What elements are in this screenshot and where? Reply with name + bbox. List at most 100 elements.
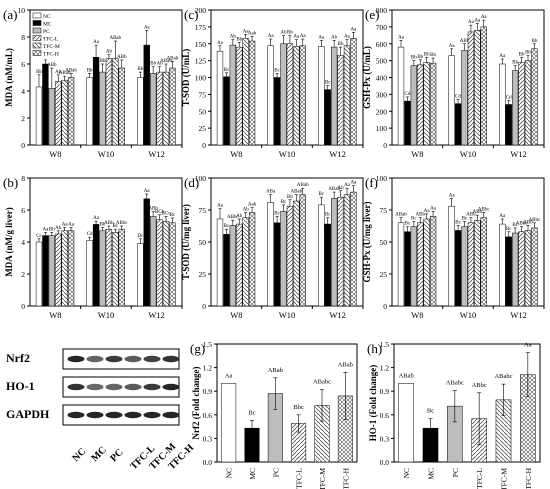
x-tick-label: W12 [510,310,527,320]
y-tick-label: 200 [376,107,388,116]
bar [410,65,417,146]
x-tick-label: W10 [279,149,296,159]
y-tick-label: 175 [195,23,207,32]
bar [293,200,300,307]
data-label: Aa [268,34,275,39]
bar [293,46,300,146]
data-label: Bc [113,224,119,229]
blot-band [67,411,85,419]
bar [324,223,331,307]
data-label: ABab [167,56,179,61]
bar [67,77,75,146]
data-label: Aa [449,193,456,198]
data-label: ABab [59,71,71,76]
data-label: Aa [474,19,481,24]
bar [398,383,414,463]
blot-band [143,355,161,363]
panel-label: (a) [3,7,17,22]
bar [299,194,306,307]
data-label: ABab [109,36,121,41]
data-label: ABbc [529,218,541,223]
x-tick-label: W8 [49,310,61,320]
data-label: Aa [344,183,351,188]
bar [417,64,424,146]
y-tick-label: 0.6 [203,411,213,420]
legend-label: TFC-H [43,52,59,58]
data-label: Bc [281,200,287,205]
y-tick-label: 50 [199,107,207,116]
data-label: Cd [404,92,410,97]
bar [99,230,106,307]
data-label: ABbc [516,222,528,227]
x-tick-label: W8 [49,149,61,159]
x-tick-label: W8 [230,310,242,320]
data-label: Bc [455,220,461,225]
bar [318,46,325,146]
bar [397,46,405,146]
x-tick-label: W12 [329,310,346,320]
data-label: Bc [274,211,280,216]
bar [343,45,351,146]
blot-band [143,383,161,391]
bar [299,45,306,146]
bar [143,198,150,307]
data-label: Bb [49,227,55,232]
y-tick-label: 0 [202,141,206,150]
bar [99,71,106,146]
data-label: Bb [430,53,436,58]
data-label: Bc [319,192,325,197]
bar [156,219,163,307]
data-label: Aab [248,202,257,207]
bar [330,46,338,146]
y-tick-label: 700 [376,23,388,32]
data-label: Bb [100,223,106,228]
panel-label: (c) [184,7,198,22]
bar [397,222,405,307]
y-axis-label: MDA (nM/mL) [4,48,14,107]
y-tick-label: 0 [202,302,206,311]
legend-swatch [32,27,42,34]
data-label: Bb [287,195,293,200]
blot-band [162,355,180,363]
y-tick-label: 8 [21,174,25,183]
data-label: ABb [117,55,127,60]
y-tick-label: 0.3 [380,434,390,443]
y-axis-label: Nrf2 (Fold change) [191,367,201,440]
bar [410,226,417,307]
y-tick-label: 50 [380,238,388,247]
x-tick-label: TFC-H [524,467,533,489]
bar [404,100,411,146]
bar [518,231,525,307]
y-axis-label: MDA (nM/g liver) [4,207,14,276]
y-tick-label: 1.2 [203,364,213,373]
bar [242,38,249,146]
bar [417,222,424,307]
bar [55,81,62,146]
bar [350,191,357,307]
bar [286,43,294,146]
blot-lane-mc: MC [89,445,109,465]
bar [61,230,68,307]
bar [404,231,411,307]
bar [35,86,43,146]
y-tick-label: 6 [21,206,25,215]
bar [499,63,506,146]
x-tick-label: W12 [329,149,346,159]
data-label: ABab [268,367,283,374]
data-label: Bb [338,42,344,47]
bar [86,240,93,307]
panel-label: (h) [367,341,382,356]
data-label: Bb [36,70,42,75]
y-axis-label: T-SOD (U/mg liver) [181,204,191,280]
chart-d: 0 25 50 75 100 T-SOD (U/mg liver) (d) W8 Aa Bc ABb… [181,174,364,320]
bar [467,31,475,146]
bar [499,223,506,307]
data-label: Aa [42,227,49,232]
data-label: ABabc [494,373,512,380]
data-label: Bbc [293,404,304,411]
blot-band [86,383,104,391]
bar [337,54,344,146]
y-tick-label: 0 [383,302,387,311]
data-label: ABb [416,213,426,218]
